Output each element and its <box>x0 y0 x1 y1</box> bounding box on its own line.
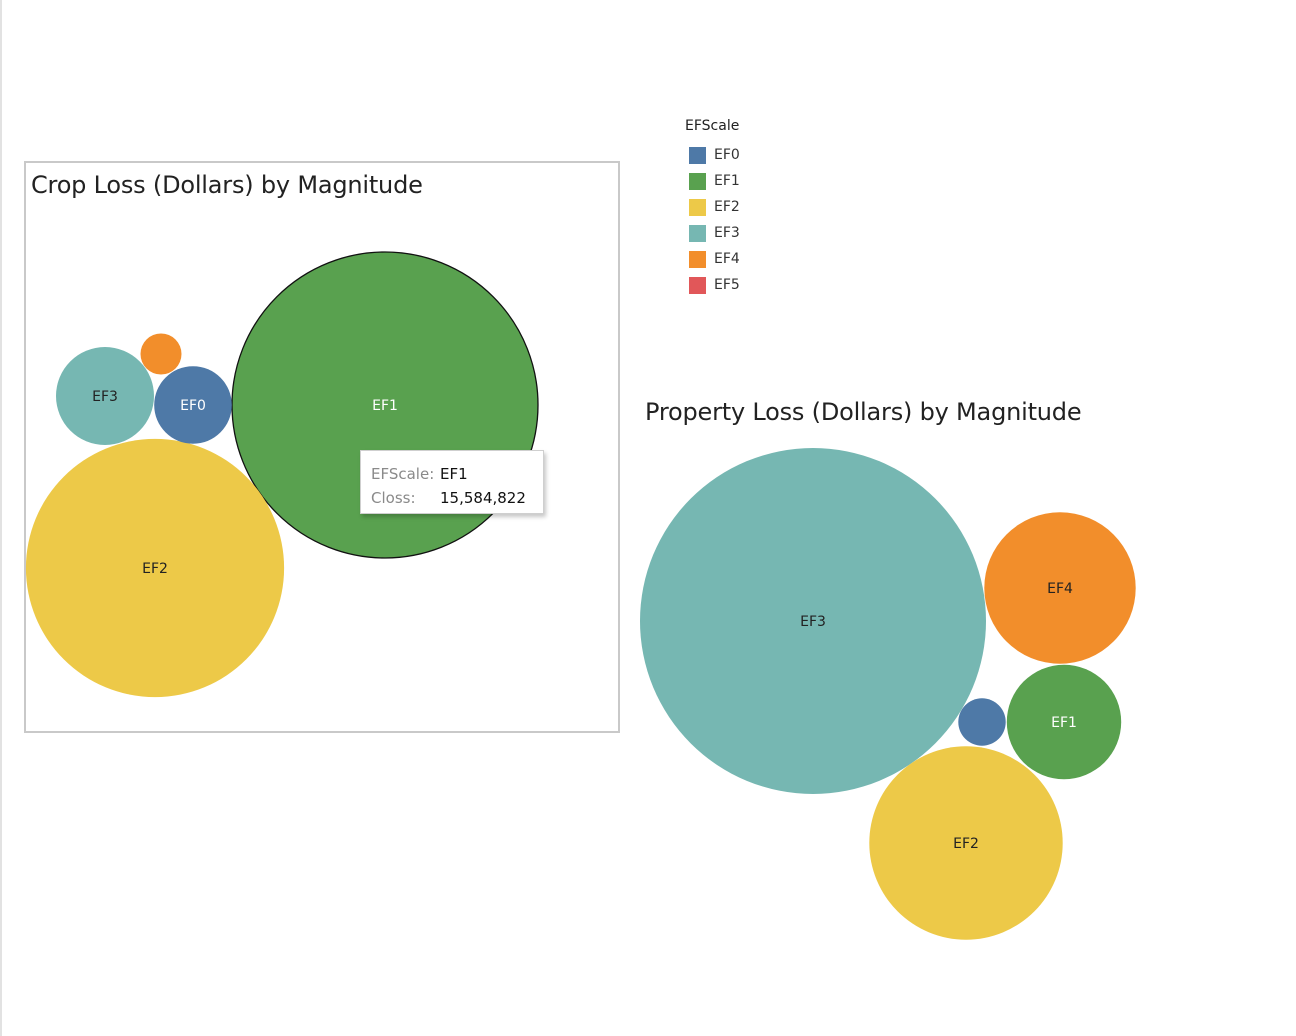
legend-label: EF3 <box>714 225 740 241</box>
bubble-label-ef2: EF2 <box>142 561 168 577</box>
tooltip-loss-value: 15,584,822 <box>440 489 526 507</box>
bubble-ef2[interactable] <box>869 746 1063 940</box>
tooltip: EFScale: EF1 Closs: 15,584,822 <box>360 450 544 514</box>
bubble-ef2[interactable] <box>25 438 285 698</box>
tooltip-loss-key: Closs: <box>371 489 416 507</box>
legend-label: EF2 <box>714 199 740 215</box>
bubble-label-ef4: EF4 <box>1047 581 1073 597</box>
crop-chart-frame <box>24 161 620 733</box>
legend-label: EF1 <box>714 173 740 189</box>
legend-label: EF0 <box>714 147 740 163</box>
efscale-legend: EFScale EF0 EF1 EF2 EF3 EF4 EF5 <box>685 118 740 298</box>
legend-swatch <box>689 146 706 164</box>
legend-title: EFScale <box>685 118 740 134</box>
bubble-label-ef1: EF1 <box>372 398 398 414</box>
tooltip-scale-value: EF1 <box>440 465 468 483</box>
property-bubbles: EF3 EF4 EF2 EF1 <box>640 448 1136 940</box>
bubble-ef0[interactable] <box>154 366 232 444</box>
bubble-ef4[interactable] <box>984 512 1136 664</box>
legend-swatch <box>689 172 706 190</box>
legend-item-ef2[interactable]: EF2 <box>685 194 740 220</box>
legend-item-ef1[interactable]: EF1 <box>685 168 740 194</box>
bubble-ef4[interactable] <box>140 333 182 375</box>
bubble-label-ef1: EF1 <box>1051 715 1077 731</box>
bubble-label-ef3: EF3 <box>92 389 118 405</box>
legend-swatch <box>689 198 706 216</box>
legend-item-ef5[interactable]: EF5 <box>685 272 740 298</box>
legend-item-ef0[interactable]: EF0 <box>685 142 740 168</box>
legend-item-ef4[interactable]: EF4 <box>685 246 740 272</box>
legend-label: EF5 <box>714 277 740 293</box>
bubble-ef0[interactable] <box>958 698 1006 746</box>
left-edge-rule <box>0 0 2 1036</box>
bubble-ef3[interactable] <box>640 448 986 794</box>
bubble-ef3[interactable] <box>56 347 154 445</box>
crop-chart-title: Crop Loss (Dollars) by Magnitude <box>31 171 423 199</box>
property-chart-title: Property Loss (Dollars) by Magnitude <box>645 398 1082 426</box>
bubble-label-ef0: EF0 <box>180 398 206 414</box>
legend-label: EF4 <box>714 251 740 267</box>
bubble-label-ef3: EF3 <box>800 614 826 630</box>
bubble-label-ef2: EF2 <box>953 836 979 852</box>
legend-item-ef3[interactable]: EF3 <box>685 220 740 246</box>
legend-swatch <box>689 276 706 294</box>
bubble-ef1[interactable] <box>1006 664 1122 780</box>
legend-swatch <box>689 250 706 268</box>
legend-swatch <box>689 224 706 242</box>
tooltip-scale-key: EFScale: <box>371 465 435 483</box>
